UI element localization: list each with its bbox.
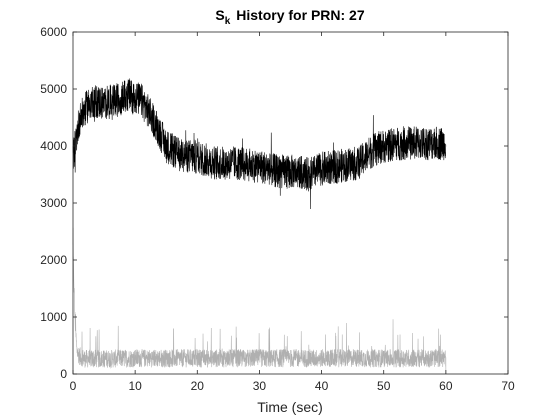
x-tick-label: 20 (191, 379, 205, 393)
x-tick-label: 30 (253, 379, 267, 393)
x-tick-label: 10 (128, 379, 142, 393)
x-axis-ticks: 0 10 20 30 40 50 60 70 (70, 32, 515, 393)
series-line-black (72, 78, 447, 210)
series-line-gray (72, 227, 447, 374)
chart-title-symbol: S (215, 7, 224, 23)
y-tick-label: 2000 (40, 253, 67, 267)
x-tick-label: 60 (439, 379, 453, 393)
plot-area (73, 32, 508, 374)
y-axis-ticks: 0 1000 2000 3000 4000 5000 6000 (40, 25, 508, 381)
x-tick-label: 70 (501, 379, 515, 393)
y-tick-label: 4000 (40, 139, 67, 153)
x-tick-label: 40 (315, 379, 329, 393)
chart-title-subscript: k (225, 16, 231, 27)
x-axis-label: Time (sec) (257, 399, 323, 415)
x-tick-label: 50 (377, 379, 391, 393)
chart-title: Sk History for PRN: 27 (215, 7, 364, 27)
y-tick-label: 3000 (40, 196, 67, 210)
x-tick-label: 0 (70, 379, 77, 393)
series-layer (72, 78, 447, 374)
y-tick-label: 6000 (40, 25, 67, 39)
y-tick-label: 1000 (40, 310, 67, 324)
y-tick-label: 5000 (40, 82, 67, 96)
y-tick-label: 0 (60, 367, 67, 381)
chart-title-text: History for PRN: 27 (236, 7, 365, 23)
